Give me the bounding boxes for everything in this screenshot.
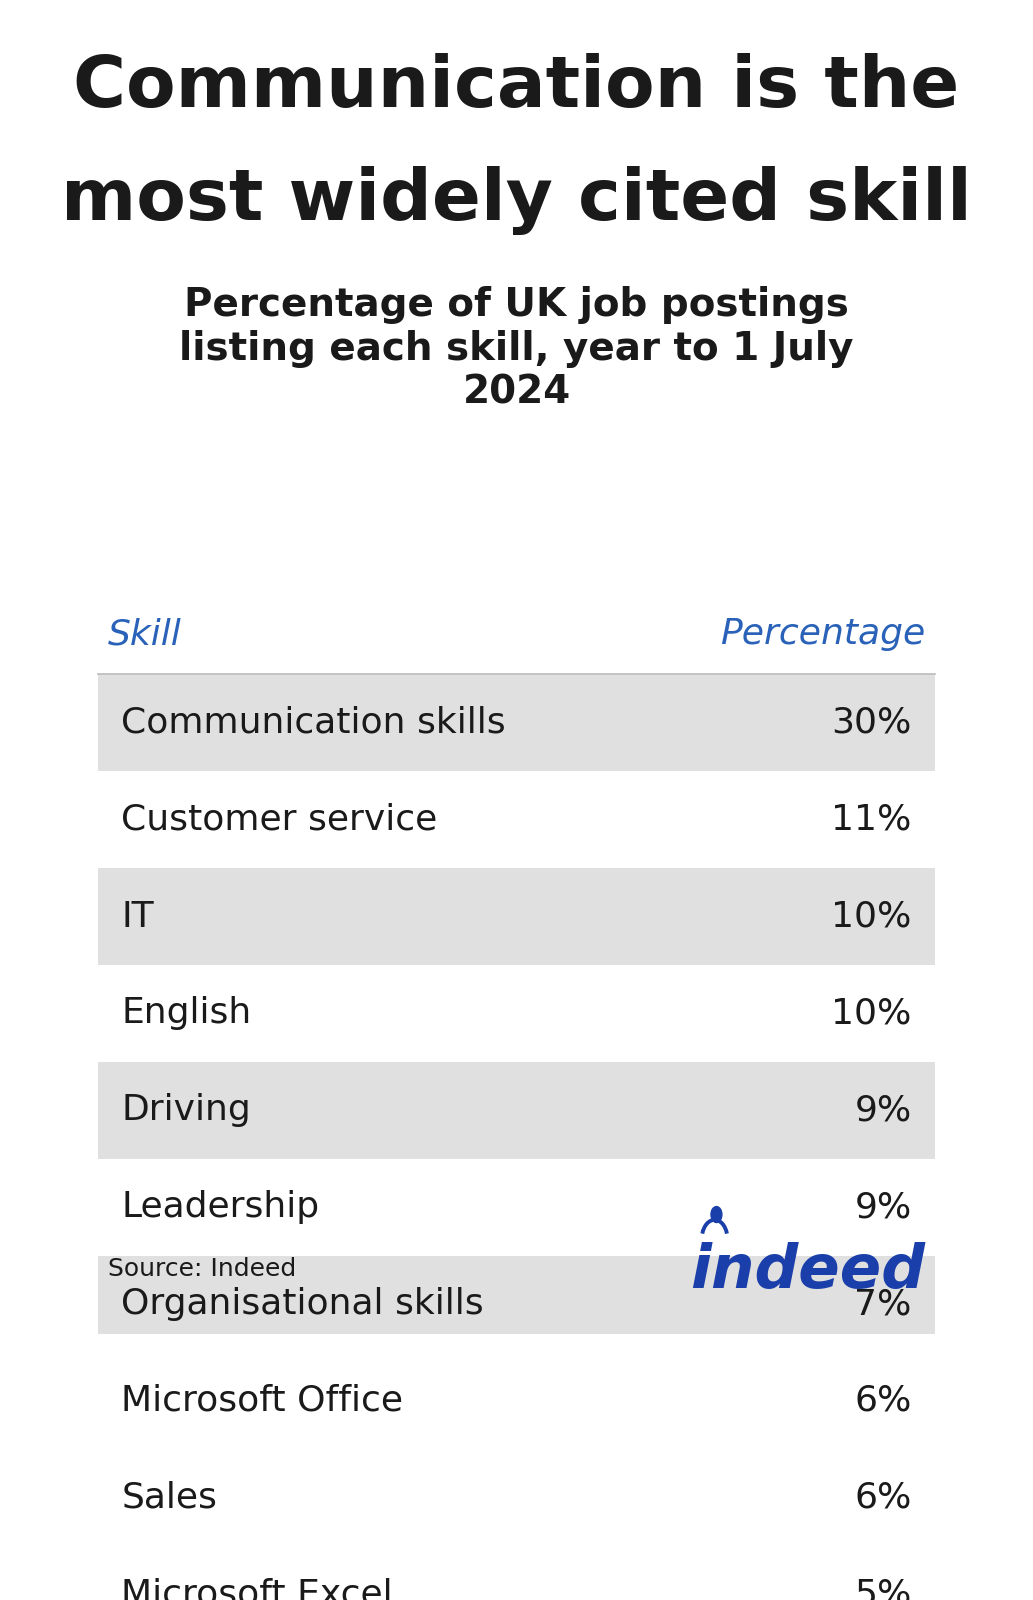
Text: most widely cited skill: most widely cited skill	[61, 166, 972, 235]
Bar	[98, 1352, 935, 1450]
Bar	[98, 1256, 935, 1352]
Text: IT: IT	[121, 899, 154, 934]
Text: indeed: indeed	[690, 1242, 926, 1301]
Text: Communication is the: Communication is the	[73, 53, 960, 122]
Text: 11%: 11%	[832, 803, 912, 837]
Text: 7%: 7%	[854, 1286, 912, 1322]
Text: 10%: 10%	[832, 899, 912, 934]
Bar	[98, 869, 935, 965]
Text: 10%: 10%	[832, 997, 912, 1030]
Text: Driving: Driving	[121, 1093, 251, 1128]
Text: 30%: 30%	[832, 706, 912, 739]
Text: Leadership: Leadership	[121, 1190, 319, 1224]
Bar	[98, 965, 935, 1062]
Text: 5%: 5%	[854, 1578, 912, 1600]
Text: Customer service: Customer service	[121, 803, 437, 837]
Text: Percentage of UK job postings
listing each skill, year to 1 July
2024: Percentage of UK job postings listing ea…	[180, 286, 853, 411]
Text: 9%: 9%	[854, 1190, 912, 1224]
Circle shape	[711, 1206, 722, 1222]
Text: Microsoft Excel: Microsoft Excel	[121, 1578, 393, 1600]
Text: Communication skills: Communication skills	[121, 706, 506, 739]
Text: 9%: 9%	[854, 1093, 912, 1128]
Bar	[98, 675, 935, 771]
Text: 6%: 6%	[854, 1384, 912, 1418]
Text: 6%: 6%	[854, 1482, 912, 1515]
Text: Skill: Skill	[107, 618, 181, 651]
Bar	[98, 771, 935, 869]
Bar	[98, 1158, 935, 1256]
Text: Sales: Sales	[121, 1482, 217, 1515]
Text: Source: Indeed: Source: Indeed	[107, 1258, 295, 1282]
Bar	[98, 1450, 935, 1546]
Bar	[98, 1062, 935, 1158]
Text: Percentage: Percentage	[720, 618, 926, 651]
Text: Organisational skills: Organisational skills	[121, 1286, 483, 1322]
Text: Microsoft Office: Microsoft Office	[121, 1384, 403, 1418]
Text: English: English	[121, 997, 251, 1030]
Bar	[98, 1546, 935, 1600]
